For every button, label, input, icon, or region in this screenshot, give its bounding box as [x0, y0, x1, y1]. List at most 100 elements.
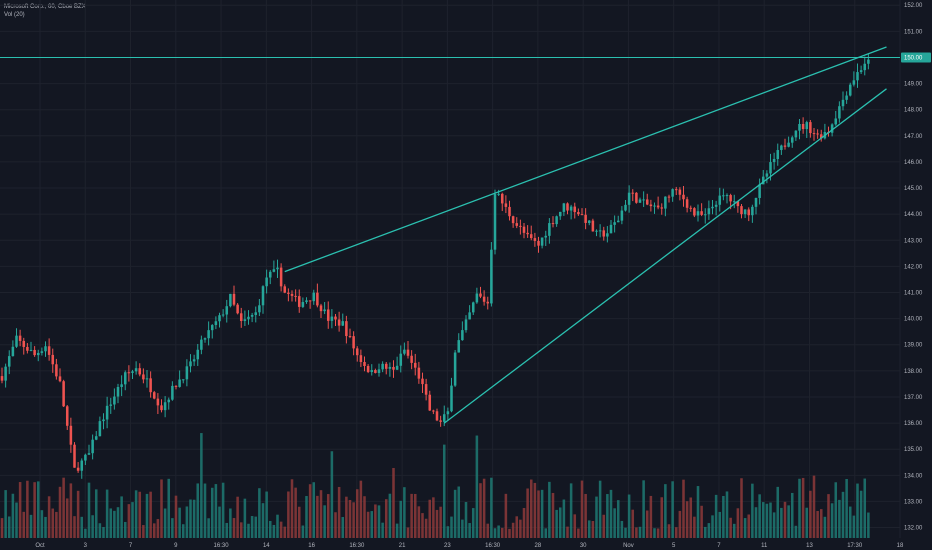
volume-bar — [765, 503, 769, 538]
volume-bar — [424, 518, 428, 538]
trendline[interactable] — [284, 46, 887, 273]
time-tick-label: Nov — [623, 543, 634, 549]
candle-body — [660, 207, 664, 209]
volume-bar — [461, 519, 464, 538]
candle-body — [461, 330, 464, 341]
candle-body — [152, 392, 156, 399]
time-axis[interactable]: Oct 3 7 9 16:30 14 16 16:30 21 23 16:30 28 30 Nov 5 7 11… — [35, 543, 904, 549]
candle-body — [123, 372, 127, 385]
candle-body — [548, 223, 551, 236]
volume-bar — [239, 522, 243, 538]
volume-bar — [780, 507, 783, 538]
price-tick-label: 135.00 — [904, 447, 923, 453]
price-tick-label: 137.00 — [904, 395, 923, 401]
candle-body — [595, 230, 598, 232]
volume-bar — [15, 502, 18, 538]
candle-body — [91, 439, 94, 454]
candle-body — [852, 80, 856, 85]
candle-body — [22, 340, 26, 347]
candle-body — [58, 376, 62, 382]
volume-bar — [863, 478, 867, 538]
volume-bar — [714, 494, 718, 538]
candle-body — [497, 193, 500, 195]
candle-body — [62, 381, 65, 407]
time-tick-label: 16:30 — [349, 543, 365, 549]
volume-bar — [540, 489, 544, 538]
volume-bar — [218, 506, 221, 538]
volume-bar — [26, 480, 29, 538]
volume-bar — [105, 489, 109, 538]
volume-bar — [403, 487, 406, 538]
candle-body — [754, 197, 758, 207]
volume-bar — [297, 506, 301, 538]
candle-body — [7, 356, 11, 367]
candle-body — [345, 321, 348, 337]
volume-bar — [381, 522, 384, 538]
volume-bar — [515, 516, 519, 538]
volume-bar — [569, 483, 573, 538]
candle-body — [577, 212, 580, 215]
volume-bar — [7, 516, 11, 538]
candle-body — [392, 366, 395, 370]
price-tick-label: 151.00 — [904, 29, 923, 35]
volume-bar — [660, 497, 664, 538]
volume-bar — [0, 518, 4, 538]
volume-bar — [700, 505, 703, 538]
volume-bar — [555, 509, 558, 538]
candle-body — [841, 99, 845, 107]
candle-body — [475, 293, 479, 303]
price-tick-label: 152.00 — [904, 3, 923, 9]
candle-body — [203, 338, 207, 340]
candle-body — [323, 309, 326, 312]
volume-bar — [91, 515, 94, 538]
volume-bar — [838, 499, 841, 538]
candle-body — [243, 319, 247, 321]
candle-body — [352, 336, 355, 349]
volume-bar — [526, 488, 529, 538]
trendlines[interactable] — [0, 46, 900, 424]
volume-bar — [490, 477, 493, 538]
candle-body — [348, 336, 352, 338]
candle-body — [200, 339, 203, 350]
candle-body — [834, 118, 838, 125]
volume-bar — [678, 510, 682, 538]
volume-bar — [577, 528, 580, 538]
candle-body — [403, 349, 406, 354]
candle-body — [696, 211, 700, 216]
candle-body — [562, 203, 566, 212]
candle-body — [645, 199, 649, 205]
candle-body — [301, 302, 305, 307]
trendline[interactable] — [443, 88, 887, 424]
volume-bar — [22, 511, 26, 538]
volume-bar — [203, 483, 207, 538]
volume-bar — [718, 511, 722, 538]
volume-bar — [421, 513, 424, 538]
volume-bar — [319, 490, 323, 538]
volume-bar — [167, 478, 171, 538]
volume-bar — [671, 481, 674, 538]
volume-bar — [181, 524, 185, 538]
candle-body — [105, 405, 109, 420]
candle-body — [736, 201, 740, 207]
volume-bar — [138, 491, 142, 538]
volume-bar — [798, 478, 801, 538]
candle-body — [587, 220, 591, 223]
volume-bar — [558, 507, 562, 538]
candle-body — [232, 293, 236, 305]
volume-bar — [200, 433, 203, 538]
volume-bar — [776, 486, 780, 538]
volume-bar — [178, 507, 181, 538]
volume-bar — [156, 519, 160, 538]
volume-bar — [192, 499, 196, 538]
price-axis[interactable]: 152.00 151.00 150.00 149.00 148.00 147.00 146.… — [904, 3, 923, 531]
candle-body — [384, 363, 388, 369]
price-tick-label: 142.00 — [904, 264, 923, 270]
candle-body — [225, 306, 229, 315]
volume-bar — [468, 523, 471, 538]
candle-body — [580, 214, 584, 216]
candle-body — [769, 162, 772, 174]
candle-body — [584, 214, 587, 223]
volume-bar — [620, 520, 624, 538]
volume-bar — [109, 508, 113, 538]
